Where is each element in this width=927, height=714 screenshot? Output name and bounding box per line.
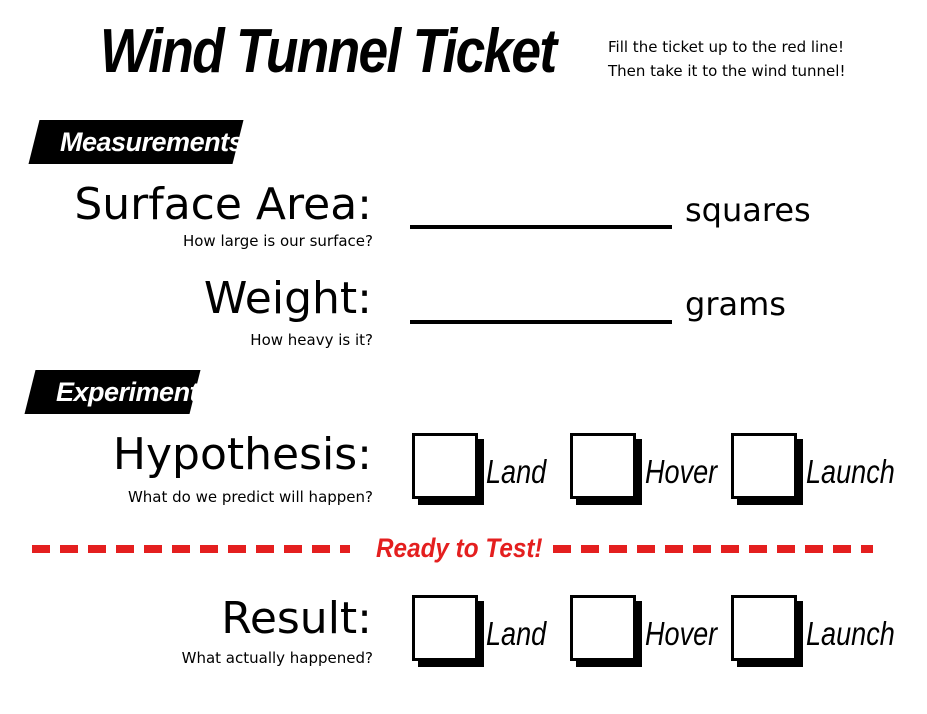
result-label: Result: [221,593,372,644]
measurements-banner: Measurements [28,120,244,164]
experiment-heading: Experiment [56,377,199,407]
hypothesis-launch-checkbox[interactable] [731,433,797,499]
result-hover-label: Hover [645,615,718,652]
page-title: Wind Tunnel Ticket [100,17,557,86]
measurements-heading: Measurements [60,127,244,157]
result-launch-checkbox[interactable] [731,595,797,661]
red-dashed-line-right [553,545,873,553]
hypothesis-launch-label: Launch [806,453,895,490]
instructions-line-2: Then take it to the wind tunnel! [608,62,846,80]
surface-area-hint: How large is our surface? [182,232,373,250]
result-hover-checkbox[interactable] [570,595,636,661]
weight-label: Weight: [203,273,372,324]
experiment-banner: Experiment [24,370,201,414]
hypothesis-hover-checkbox[interactable] [570,433,636,499]
hypothesis-label: Hypothesis: [112,429,372,480]
surface-area-unit: squares [685,191,811,229]
weight-blank[interactable] [410,320,672,324]
hypothesis-hover-label: Hover [645,453,718,490]
hypothesis-hint: What do we predict will happen? [127,488,373,506]
instructions: Fill the ticket up to the red line! Then… [608,35,845,83]
weight-hint: How heavy is it? [250,331,373,349]
surface-area-blank[interactable] [410,225,672,229]
hypothesis-land-label: Land [486,453,547,490]
hypothesis-land-checkbox[interactable] [412,433,478,499]
result-hint: What actually happened? [181,649,373,667]
red-dashed-line-left [32,545,350,553]
surface-area-label: Surface Area: [74,179,372,230]
ready-to-test-text: Ready to Test! [376,533,543,563]
result-launch-label: Launch [806,615,895,652]
weight-unit: grams [685,285,786,323]
result-land-label: Land [486,615,547,652]
instructions-line-1: Fill the ticket up to the red line! [608,38,844,56]
result-land-checkbox[interactable] [412,595,478,661]
